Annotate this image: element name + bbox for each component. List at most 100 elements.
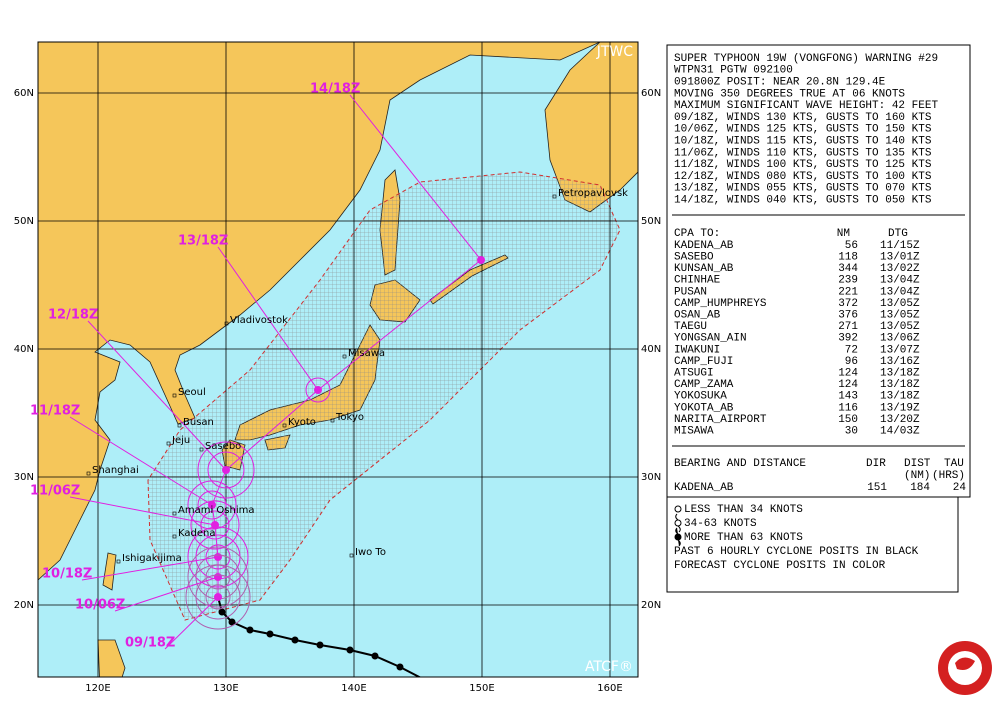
map-frame xyxy=(37,41,639,678)
label-leader xyxy=(87,320,227,471)
place-label: Sasebo xyxy=(205,441,241,452)
wind-radius xyxy=(187,546,249,608)
place-label: Misawa xyxy=(348,348,385,359)
cpa-name: CAMP_FUJI xyxy=(674,356,733,368)
cpa-distance: 271 xyxy=(838,321,858,333)
place-marker xyxy=(282,423,287,428)
legend-line: MORE THAN 63 KNOTS xyxy=(684,532,803,544)
past-position xyxy=(266,630,274,638)
cpa-distance: 56 xyxy=(845,240,858,252)
place-marker xyxy=(172,534,177,539)
cpa-time: 13/05Z xyxy=(880,298,920,310)
taiwan xyxy=(102,552,117,591)
warning-line: 11/06Z, WINDS 110 KTS, GUSTS TO 135 KTS xyxy=(674,147,932,159)
cpa-time: 13/07Z xyxy=(880,344,920,356)
cpa-distance: 124 xyxy=(838,379,858,391)
place-marker xyxy=(116,559,121,564)
place-marker xyxy=(330,418,335,423)
bearing-value: 151 xyxy=(867,482,887,494)
luzon xyxy=(97,639,126,677)
logo-swirl xyxy=(955,657,975,670)
cpa-distance: 376 xyxy=(838,310,858,322)
past-position xyxy=(291,636,299,644)
lon-label: 150E xyxy=(469,683,494,694)
legend-line: PAST 6 HOURLY CYCLONE POSITS IN BLACK xyxy=(674,546,919,558)
forecast-label: 13/18Z xyxy=(178,234,228,249)
past-position xyxy=(423,676,427,677)
past-position xyxy=(371,652,379,660)
cpa-time: 13/18Z xyxy=(880,368,920,380)
forecast-label: 11/06Z xyxy=(30,484,80,499)
legend-symbol xyxy=(674,513,682,533)
lon-label: 120E xyxy=(85,683,110,694)
cpa-distance: 116 xyxy=(838,402,858,414)
cpa-time: 13/19Z xyxy=(880,402,920,414)
place-marker xyxy=(172,511,177,516)
cpa-distance: 72 xyxy=(845,344,858,356)
wind-radius xyxy=(187,480,237,530)
cpa-distance: 30 xyxy=(845,426,858,438)
cpa-name: YOKOSUKA xyxy=(674,391,727,403)
place-label: Kyoto xyxy=(288,417,316,428)
source-label: JTWC xyxy=(596,44,634,60)
bearing-unit: (HRS) xyxy=(932,470,965,482)
warning-line: 09/18Z, WINDS 130 KTS, GUSTS TO 160 KTS xyxy=(674,112,932,124)
place-label: Busan xyxy=(183,417,214,428)
legend-symbol xyxy=(674,527,682,547)
lat-label: 40N xyxy=(641,344,661,355)
legend-box xyxy=(666,496,959,593)
legend-symbol xyxy=(674,505,682,513)
wind-radius xyxy=(197,441,255,499)
place-marker xyxy=(552,194,557,199)
cpa-time: 13/04Z xyxy=(880,275,920,287)
track xyxy=(185,256,485,677)
cpa-distance: 344 xyxy=(838,263,858,275)
cpa-time: 13/06Z xyxy=(880,333,920,345)
cpa-distance: 96 xyxy=(845,356,858,368)
place-marker xyxy=(172,393,177,398)
place-marker xyxy=(342,354,347,359)
lon-label: 160E xyxy=(597,683,622,694)
lat-label: 30N xyxy=(641,472,661,483)
wind-radius xyxy=(190,500,240,550)
label-leader xyxy=(81,556,219,581)
forecast-label: 11/18Z xyxy=(30,404,80,419)
cpa-name: TAEGU xyxy=(674,321,707,333)
bearing-unit: (NM) xyxy=(904,470,930,482)
cpa-name: NARITA_AIRPORT xyxy=(674,414,767,426)
warning-line: MOVING 350 DEGREES TRUE AT 06 KNOTS xyxy=(674,88,905,100)
label-leader xyxy=(217,246,319,391)
cpa-name: YOKOTA_AB xyxy=(674,402,734,414)
cpa-time: 13/05Z xyxy=(880,321,920,333)
wind-radius xyxy=(305,377,331,403)
cpa-name: ATSUGI xyxy=(674,368,714,380)
label-leader xyxy=(164,596,219,650)
forecast-label: 09/18Z xyxy=(125,636,175,651)
place-marker xyxy=(86,471,91,476)
cpa-time: 13/16Z xyxy=(880,356,920,368)
lat-label: 60N xyxy=(641,88,661,99)
cpa-name: CHINHAE xyxy=(674,275,721,287)
wind-radius xyxy=(187,526,249,588)
place-label: Jeju xyxy=(171,435,190,446)
cpa-name: KADENA_AB xyxy=(674,240,734,252)
past-position xyxy=(316,641,324,649)
cpa-distance: 372 xyxy=(838,298,858,310)
past-position xyxy=(228,618,236,626)
cpa-time: 14/03Z xyxy=(880,426,920,438)
place-label: Ishigakijima xyxy=(122,553,182,564)
wind-radius xyxy=(185,564,251,630)
past-position xyxy=(246,626,254,634)
bearing-header: BEARING AND DISTANCE xyxy=(674,458,806,470)
cpa-name: KUNSAN_AB xyxy=(674,263,734,275)
cpa-time: 13/04Z xyxy=(880,286,920,298)
legend-line: LESS THAN 34 KNOTS xyxy=(684,504,803,516)
bearing-value: 24 xyxy=(953,482,967,494)
cpa-name: CAMP_HUMPHREYS xyxy=(674,298,767,310)
past-position xyxy=(218,608,226,616)
bearing-value: 184 xyxy=(910,482,930,494)
cpa-header: DTG xyxy=(888,228,908,240)
place-label: Iwo To xyxy=(355,547,386,558)
